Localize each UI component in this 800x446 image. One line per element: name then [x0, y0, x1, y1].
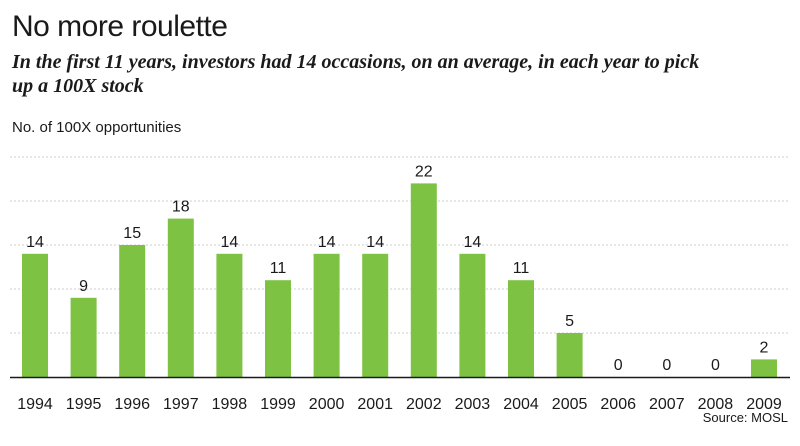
bar-1999 — [265, 280, 291, 377]
bar-2001 — [362, 253, 389, 377]
x-tick-label-2008: 2008 — [698, 396, 734, 413]
x-tick-label-1994: 1994 — [17, 396, 53, 413]
data-label-1994: 14 — [26, 234, 44, 251]
data-label-2009: 2 — [760, 339, 769, 356]
x-tick-label-1999: 1999 — [260, 396, 296, 413]
data-label-2008: 0 — [711, 357, 720, 374]
data-label-2002: 22 — [415, 163, 433, 180]
data-label-1999: 11 — [270, 260, 287, 277]
x-tick-label-2000: 2000 — [309, 396, 345, 413]
bar-2005 — [556, 333, 583, 377]
y-axis-label: No. of 100X opportunities — [12, 119, 182, 136]
data-label-2005: 5 — [565, 313, 574, 330]
bar-2009 — [751, 359, 777, 377]
data-label-2006: 0 — [614, 357, 623, 374]
data-label-2003: 14 — [464, 234, 482, 251]
bar-1996 — [119, 245, 146, 377]
bar-1997 — [167, 218, 194, 377]
x-tick-label-2004: 2004 — [503, 396, 539, 413]
x-tick-label-2005: 2005 — [552, 396, 588, 413]
data-label-1996: 15 — [123, 225, 141, 242]
data-label-2000: 14 — [318, 234, 336, 251]
x-tick-label-2009: 2009 — [746, 396, 782, 413]
bar-2000 — [313, 253, 340, 377]
x-tick-label-2003: 2003 — [455, 396, 491, 413]
x-tick-label-1997: 1997 — [163, 396, 199, 413]
bar-2004 — [508, 280, 534, 377]
bar-2003 — [459, 253, 486, 377]
chart-subtitle: In the first 11 years, investors had 14 … — [12, 51, 700, 97]
chart-title: No more roulette — [12, 10, 228, 43]
x-tick-label-2001: 2001 — [357, 396, 393, 413]
bar-1998 — [216, 253, 243, 377]
x-tick-label-1995: 1995 — [66, 396, 102, 413]
x-tick-label-1996: 1996 — [114, 396, 150, 413]
data-label-2001: 14 — [366, 234, 384, 251]
data-label-2004: 11 — [513, 260, 530, 277]
source-note: Source: MOSL — [702, 410, 788, 425]
data-label-1995: 9 — [79, 278, 88, 295]
bar-1994 — [22, 253, 48, 377]
x-tick-label-2006: 2006 — [600, 396, 636, 413]
bar-1995 — [70, 297, 97, 377]
x-tick-label-2002: 2002 — [406, 396, 442, 413]
data-label-1998: 14 — [221, 234, 239, 251]
x-tick-label-1998: 1998 — [212, 396, 248, 413]
x-tick-label-2007: 2007 — [649, 396, 685, 413]
data-label-1997: 18 — [172, 199, 190, 216]
bar-2002 — [410, 183, 437, 377]
data-label-2007: 0 — [662, 357, 671, 374]
